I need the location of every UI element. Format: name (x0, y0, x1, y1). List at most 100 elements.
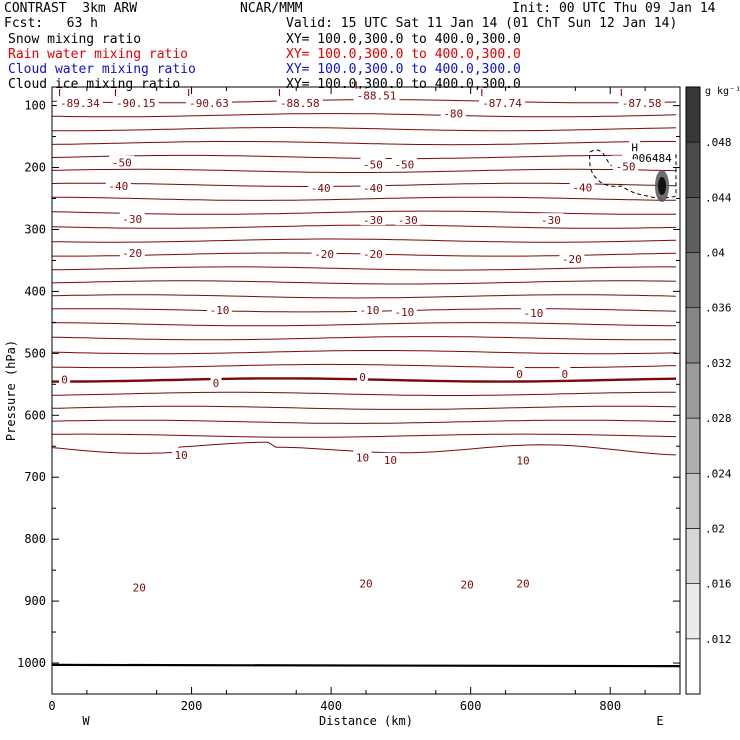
contour-label: -20 (314, 248, 334, 261)
colorbar-segment (685, 638, 701, 695)
contour-line (51, 419, 677, 424)
colorbar-tick-label: .044 (705, 191, 732, 204)
forecast-hour: Fcst: 63 h (4, 16, 98, 31)
contour-label-bg (353, 450, 372, 463)
low-marker: L (58, 87, 65, 100)
contour-label-bg (391, 157, 417, 170)
contour-line (51, 141, 676, 146)
extremum-label-bg (613, 159, 639, 172)
colorbar-segment (685, 583, 701, 640)
contour-label-bg (360, 247, 386, 260)
init-time: Init: 00 UTC Thu 09 Jan 14 (512, 1, 716, 16)
low-marker: L (278, 87, 285, 100)
contour-label-bg (59, 372, 71, 385)
contour-line (51, 336, 677, 341)
contour-line (51, 266, 676, 271)
field-name-cloud-water: Cloud water mixing ratio (8, 62, 196, 77)
contour-label: 20 (516, 578, 529, 591)
contour-label: -10 (360, 304, 380, 317)
contour-label: 20 (461, 578, 474, 591)
contour-label: -40 (363, 182, 383, 195)
contour-label: -30 (122, 213, 142, 226)
contour-label-bg (357, 576, 375, 589)
contour-label: 10 (174, 449, 187, 462)
contour-label: 10 (384, 454, 397, 467)
contour-label-bg (172, 447, 191, 460)
contour-label: -40 (572, 181, 592, 194)
contour-label-bg (559, 252, 585, 265)
field-name-cloud-ice: Cloud ice mixing ratio (8, 77, 181, 92)
contour-label-bg (395, 213, 421, 226)
contour-label-bg (308, 180, 334, 193)
low-value-label: -90.63 (189, 97, 229, 110)
y-axis-label: Pressure (hPa) (4, 340, 18, 441)
plot-frame (51, 86, 681, 695)
contour-line (52, 127, 677, 132)
contour-label-bg (210, 376, 222, 389)
y-tick-label: 200 (24, 161, 46, 175)
contour-label: -20 (363, 248, 383, 261)
colorbar-tick-label: .04 (705, 247, 725, 260)
contour-label-bg (105, 179, 131, 192)
extremum-label-bg (629, 140, 641, 153)
contour-line (51, 210, 677, 215)
contour-label-bg (360, 180, 386, 193)
contour-label: 0 (516, 368, 523, 381)
colorbar-segment (685, 86, 701, 143)
contour-label: 0 (213, 377, 220, 390)
x-tick-label: 200 (181, 699, 203, 713)
extremum-label-bg (440, 106, 466, 119)
x-tick-label: 600 (460, 699, 482, 713)
center-name: NCAR/MMM (240, 1, 303, 16)
contour-label: -50 (112, 157, 132, 170)
contour-label-bg (119, 211, 145, 224)
valid-time: Valid: 15 UTC Sat 11 Jan 14 (01 ChT Sun … (286, 16, 678, 31)
contour-label-bg (360, 157, 386, 170)
colorbar-tick-label: .02 (705, 522, 725, 535)
field-xy-snow: XY= 100.0,300.0 to 400.0,300.0 (286, 32, 521, 47)
contour-label-bg (391, 304, 417, 317)
colorbar-segment (685, 528, 701, 584)
contour-label-bg (381, 452, 400, 465)
contour-label: -30 (398, 214, 418, 227)
x-axis-label: Distance (km) (319, 714, 413, 728)
low-marker: L (620, 87, 627, 100)
x-tick-label: 800 (599, 699, 621, 713)
y-tick-label: 400 (24, 284, 46, 298)
contour-label: -40 (311, 182, 331, 195)
colorbar-tick-label: .028 (705, 412, 732, 425)
contour-label-bg (130, 580, 149, 593)
low-value-label-bg (186, 96, 232, 109)
y-tick-label: 500 (24, 346, 46, 360)
contour-line (51, 113, 677, 118)
low-value-label-bg (112, 96, 159, 109)
contour-label: 10 (356, 451, 369, 464)
y-tick-label: 900 (24, 594, 46, 608)
low-value-label-bg (353, 88, 400, 101)
contour-label: -10 (210, 304, 230, 317)
y-tick-label: 700 (24, 470, 46, 484)
colorbar-tick-label: .036 (705, 302, 732, 315)
low-value-label: -87.58 (622, 97, 662, 110)
low-value-label: -88.51 (357, 90, 397, 103)
contour-label: -50 (363, 158, 383, 171)
contour-label-bg (559, 366, 571, 379)
contour-line (51, 405, 677, 410)
contour-label-bg (514, 453, 532, 466)
snow-max-core (658, 177, 666, 195)
contour-label: -10 (524, 307, 544, 320)
low-marker: L (354, 80, 361, 93)
contour-label-bg (569, 180, 595, 193)
contour-label-bg (458, 577, 477, 590)
contour-label-bg (311, 247, 337, 260)
contour-label-bg (520, 306, 546, 319)
contour-line (51, 363, 677, 369)
contour-label-bg (360, 213, 386, 226)
y-tick-label: 1000 (17, 656, 46, 670)
y-tick-label: 600 (24, 408, 46, 422)
colorbar-segment (685, 197, 701, 253)
contour-label: -40 (108, 180, 128, 193)
y-tick-label: 300 (24, 222, 46, 236)
contour-label: 0 (359, 371, 366, 384)
